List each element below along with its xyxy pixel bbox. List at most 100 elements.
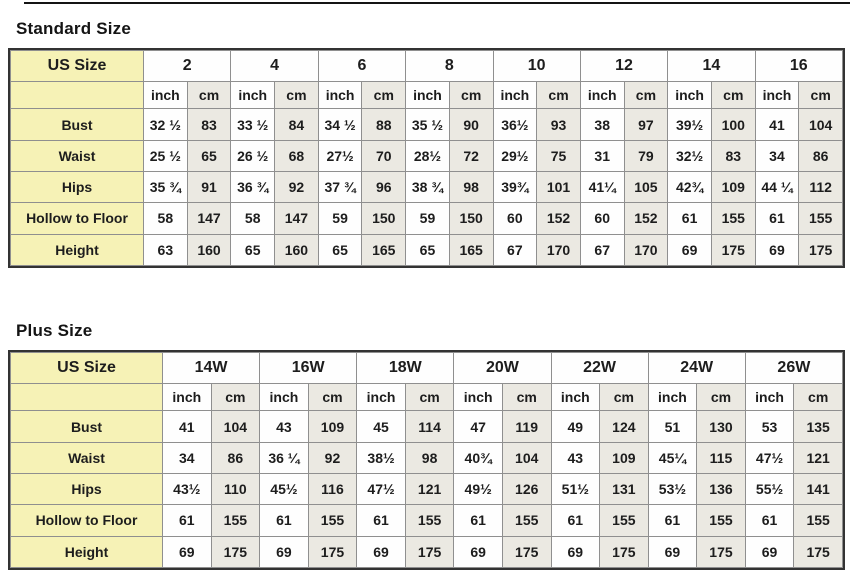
size-header-row: US Size 2 4 6 8 10 12 14 16 xyxy=(10,49,844,83)
row-label-cell: Waist xyxy=(10,139,144,173)
inch-value-cell: 51 xyxy=(647,410,698,443)
size-header-cell: 22W xyxy=(550,351,649,385)
size-header-cell: 16 xyxy=(754,49,844,83)
size-header-cell: 16W xyxy=(259,351,358,385)
plus-size-title: Plus Size xyxy=(16,321,93,340)
cm-value-cell: 92 xyxy=(274,171,319,204)
inch-value-cell: 69 xyxy=(647,535,698,569)
cm-value-cell: 150 xyxy=(448,202,494,235)
cm-value-cell: 155 xyxy=(793,504,843,537)
inch-value-cell: 69 xyxy=(667,233,712,267)
inch-value-cell: 32½ xyxy=(667,139,712,173)
cm-value-cell: 175 xyxy=(599,535,649,569)
row-label-cell: Waist xyxy=(10,441,163,475)
inch-value-cell: 27½ xyxy=(317,139,363,173)
inch-value-cell: 38½ xyxy=(356,441,406,475)
inch-value-cell: 69 xyxy=(162,535,212,569)
unit-cm-cell: cm xyxy=(501,383,552,412)
cm-value-cell: 100 xyxy=(710,108,756,141)
inch-value-cell: 41 xyxy=(162,410,212,443)
inch-value-cell: 67 xyxy=(579,233,625,267)
unit-inch-cell: inch xyxy=(579,81,625,110)
unit-inch-cell: inch xyxy=(317,81,363,110)
cm-value-cell: 109 xyxy=(710,171,756,204)
unit-inch-cell: inch xyxy=(230,81,276,110)
cm-value-cell: 175 xyxy=(501,535,552,569)
cm-value-cell: 155 xyxy=(501,504,552,537)
unit-cm-cell: cm xyxy=(361,81,407,110)
inch-value-cell: 65 xyxy=(230,233,276,267)
cm-value-cell: 150 xyxy=(361,202,407,235)
inch-value-cell: 49 xyxy=(550,410,601,443)
cm-value-cell: 105 xyxy=(623,171,669,204)
cm-value-cell: 83 xyxy=(186,108,232,141)
inch-value-cell: 53½ xyxy=(647,473,698,506)
inch-value-cell: 36 ¼ xyxy=(259,441,309,475)
inch-value-cell: 61 xyxy=(259,504,309,537)
inch-value-cell: 61 xyxy=(356,504,406,537)
inch-value-cell: 61 xyxy=(647,504,698,537)
top-rule-line xyxy=(24,2,850,4)
cm-value-cell: 83 xyxy=(710,139,756,173)
cm-value-cell: 101 xyxy=(536,171,581,204)
cm-value-cell: 147 xyxy=(186,202,232,235)
cm-value-cell: 98 xyxy=(448,171,494,204)
cm-value-cell: 96 xyxy=(361,171,407,204)
unit-header-row: inch cm inch cm inch cm inch cm inch cm inch cm inch… xyxy=(10,81,843,110)
inch-value-cell: 69 xyxy=(453,535,503,569)
unit-cm-cell: cm xyxy=(274,81,319,110)
size-header-cell: 2 xyxy=(142,49,232,83)
unit-header-row: inch cm inch cm inch cm inch cm inch cm inch cm inch… xyxy=(10,383,843,412)
cm-value-cell: 112 xyxy=(798,171,843,204)
inch-value-cell: 58 xyxy=(143,202,188,235)
unit-inch-cell: inch xyxy=(667,81,712,110)
cm-value-cell: 155 xyxy=(710,202,756,235)
cm-value-cell: 135 xyxy=(793,410,843,443)
cm-value-cell: 155 xyxy=(798,202,843,235)
size-header-cell: 12 xyxy=(579,49,669,83)
cm-value-cell: 116 xyxy=(307,473,358,506)
cm-value-cell: 91 xyxy=(186,171,232,204)
inch-value-cell: 34 xyxy=(754,139,800,173)
inch-value-cell: 43½ xyxy=(162,473,212,506)
unit-cm-cell: cm xyxy=(696,383,746,412)
inch-value-cell: 31 xyxy=(579,139,625,173)
cm-value-cell: 104 xyxy=(501,441,552,475)
measurement-row: Hips 43½ 110 45½ 116 47½ 121 49½ 126 51½ 131 53½ 136… xyxy=(10,473,843,506)
measurement-row: Hips 35 ¾ 91 36 ¾ 92 37 ¾ 96 38 ¾ 98 39¾ 101 41¼ 105… xyxy=(10,171,843,204)
cm-value-cell: 175 xyxy=(793,535,843,569)
cm-value-cell: 155 xyxy=(599,504,649,537)
unit-inch-cell: inch xyxy=(162,383,212,412)
cm-value-cell: 109 xyxy=(599,441,649,475)
inch-value-cell: 61 xyxy=(754,202,800,235)
cm-value-cell: 98 xyxy=(404,441,455,475)
standard-size-title: Standard Size xyxy=(16,19,132,38)
us-size-corner-cell: US Size xyxy=(10,351,163,385)
cm-value-cell: 115 xyxy=(696,441,746,475)
inch-value-cell: 26 ½ xyxy=(230,139,276,173)
inch-value-cell: 42¾ xyxy=(667,171,712,204)
size-header-cell: 26W xyxy=(744,351,844,385)
row-label-cell: Height xyxy=(10,535,163,569)
inch-value-cell: 39¾ xyxy=(492,171,538,204)
inch-value-cell: 59 xyxy=(405,202,450,235)
unit-inch-cell: inch xyxy=(356,383,406,412)
cm-value-cell: 65 xyxy=(186,139,232,173)
inch-value-cell: 69 xyxy=(550,535,601,569)
cm-value-cell: 68 xyxy=(274,139,319,173)
cm-value-cell: 175 xyxy=(696,535,746,569)
cm-value-cell: 165 xyxy=(361,233,407,267)
cm-value-cell: 84 xyxy=(274,108,319,141)
row-label-cell: Bust xyxy=(10,410,163,443)
unit-inch-cell: inch xyxy=(492,81,538,110)
inch-value-cell: 44 ¼ xyxy=(754,171,800,204)
cm-value-cell: 93 xyxy=(536,108,581,141)
cm-value-cell: 170 xyxy=(623,233,669,267)
inch-value-cell: 63 xyxy=(143,233,188,267)
cm-value-cell: 130 xyxy=(696,410,746,443)
inch-value-cell: 55½ xyxy=(744,473,795,506)
inch-value-cell: 38 ¾ xyxy=(405,171,450,204)
unit-cm-cell: cm xyxy=(404,383,455,412)
inch-value-cell: 41¼ xyxy=(579,171,625,204)
inch-value-cell: 39½ xyxy=(667,108,712,141)
